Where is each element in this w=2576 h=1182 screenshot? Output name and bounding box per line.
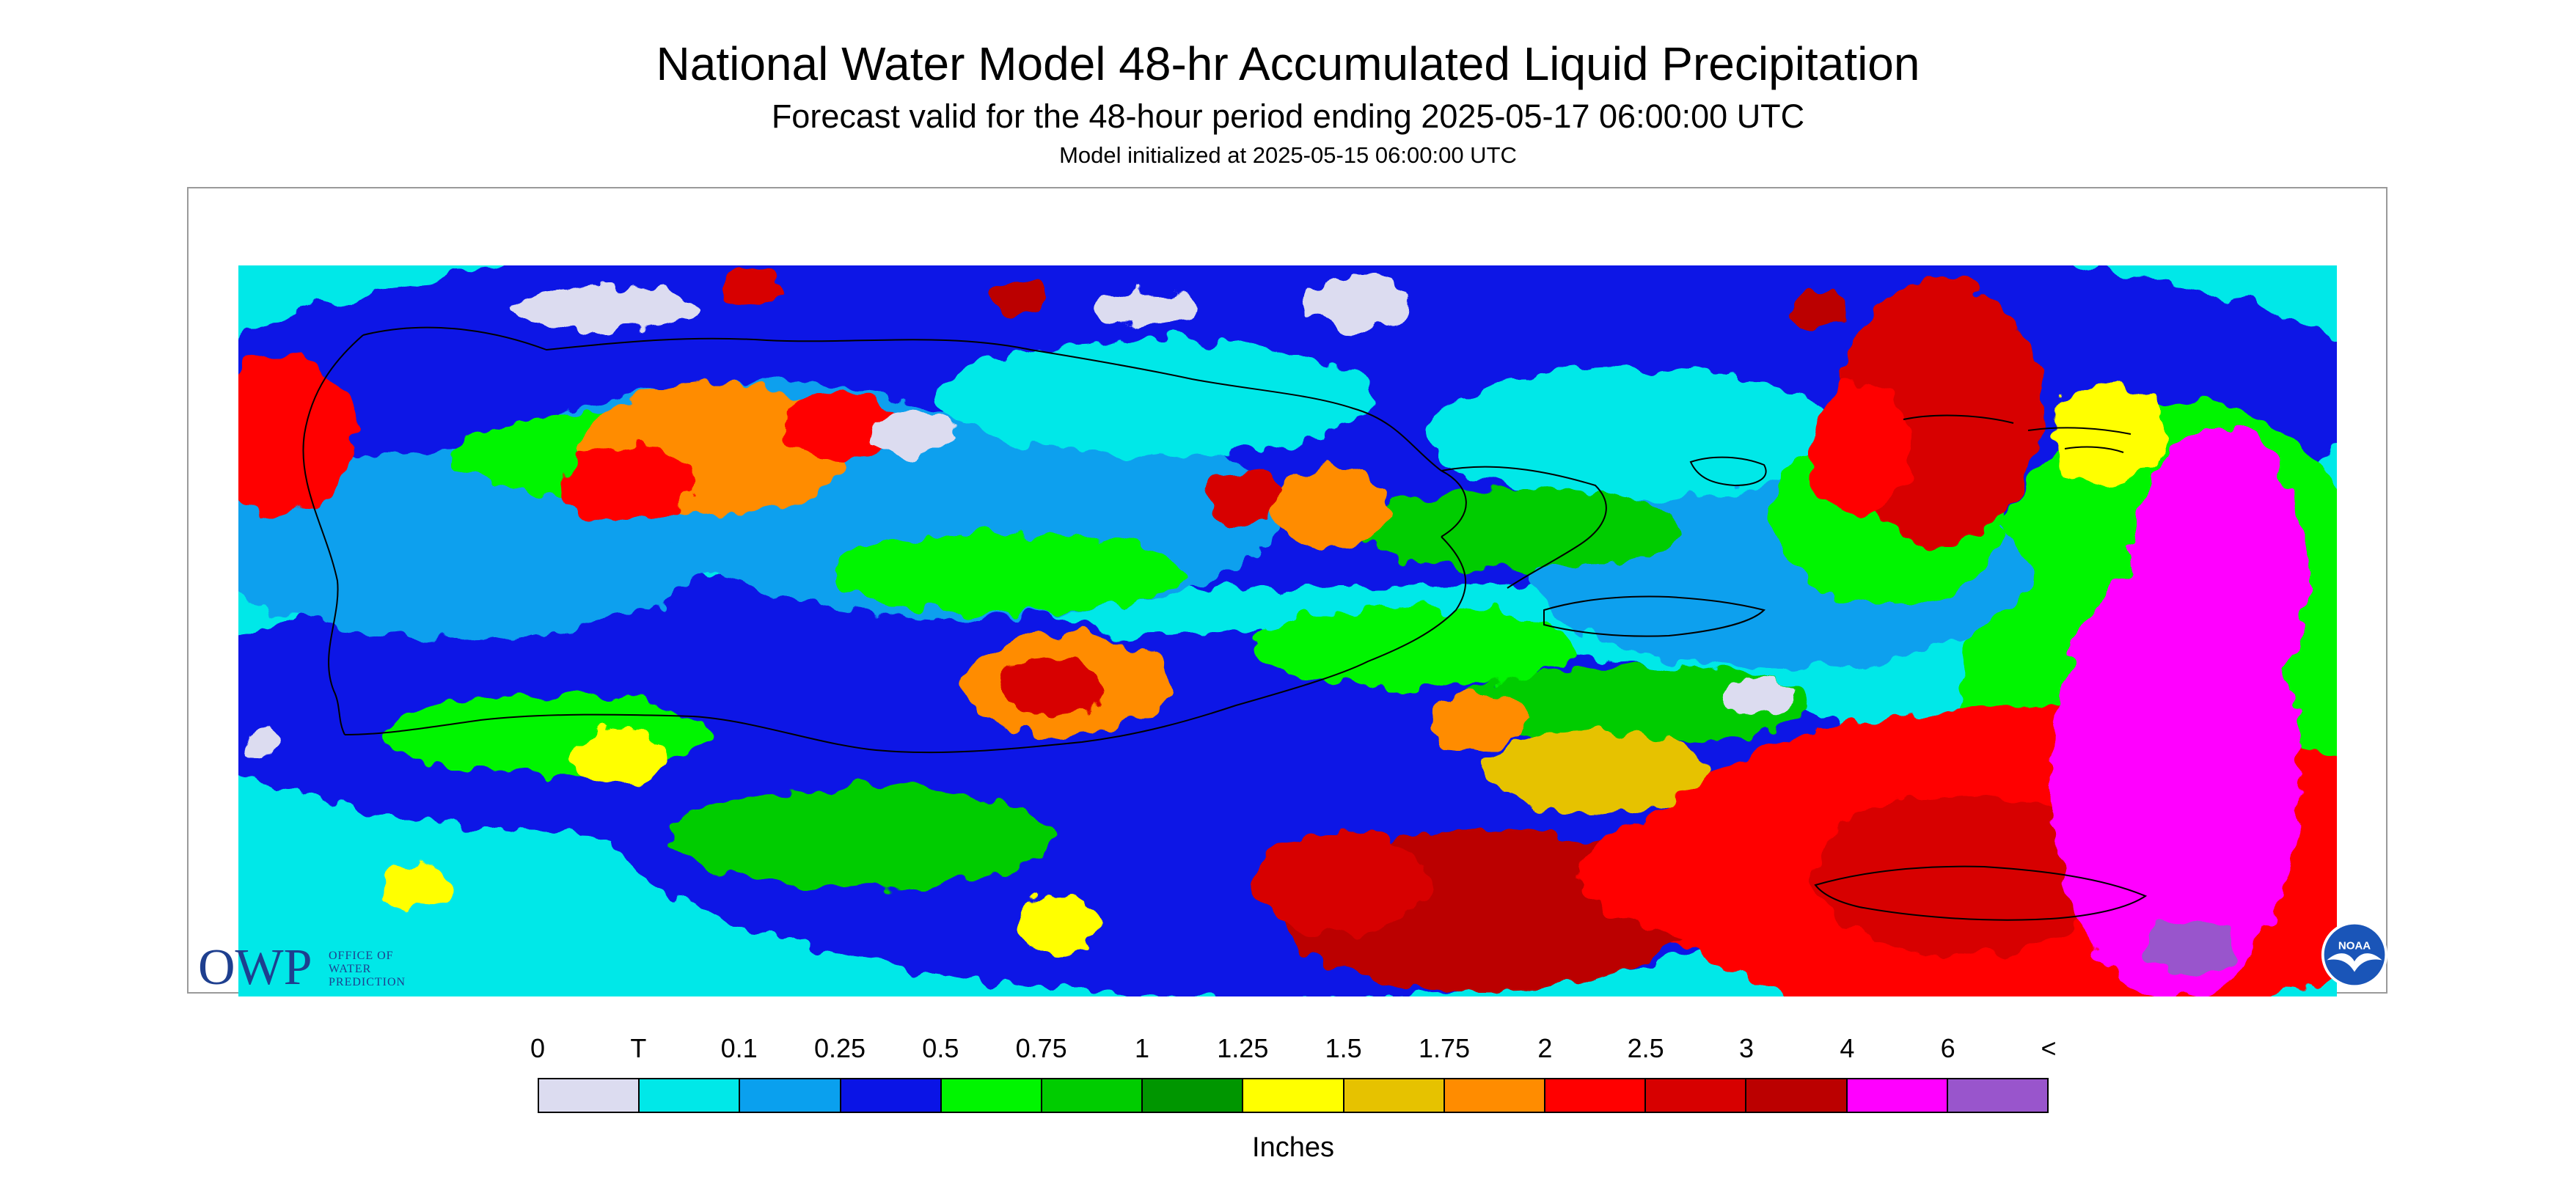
precip-region bbox=[2145, 918, 2233, 977]
owp-logo: OWP OFFICE OF WATER PREDICTION bbox=[198, 942, 440, 994]
noaa-logo-gull bbox=[2327, 953, 2382, 972]
legend-units: Inches bbox=[1252, 1132, 1334, 1163]
legend-swatch bbox=[841, 1079, 942, 1112]
legend-label: 1 bbox=[1134, 1033, 1150, 1063]
precip-region bbox=[238, 353, 356, 515]
legend-label: 1.25 bbox=[1217, 1033, 1269, 1063]
coastline-puerto-rico bbox=[1543, 595, 1765, 637]
coastline-outlines bbox=[302, 326, 2148, 921]
coastline-mona-island bbox=[1689, 456, 1767, 487]
precip-region bbox=[1720, 680, 1793, 716]
legend-label: 0.25 bbox=[813, 1033, 866, 1063]
precip-region bbox=[510, 287, 700, 331]
precip-region bbox=[833, 533, 1185, 614]
precip-region bbox=[781, 394, 899, 460]
noaa-logo-text: NOAA bbox=[2338, 939, 2371, 952]
legend-swatch bbox=[1143, 1079, 1244, 1112]
precip-region bbox=[1001, 658, 1104, 716]
precip-region bbox=[1427, 691, 1529, 749]
precip-region bbox=[1485, 731, 1705, 812]
legend-label: 0.75 bbox=[1015, 1033, 1067, 1063]
precip-region bbox=[1808, 383, 1911, 515]
precip-region bbox=[1427, 368, 1837, 500]
model-init-time: Model initialized at 2025-05-15 06:00:00… bbox=[1059, 142, 1517, 168]
coastline-virgin-islands bbox=[1903, 414, 2132, 453]
owp-logo-text: OFFICE OF WATER PREDICTION bbox=[329, 950, 406, 988]
precip-region bbox=[1456, 665, 1808, 746]
noaa-logo: NOAA bbox=[2321, 921, 2388, 988]
precip-region bbox=[671, 786, 1053, 889]
precip-region bbox=[1815, 793, 2109, 955]
precip-region bbox=[869, 412, 957, 456]
coastline-puerto-rico-south-island bbox=[1814, 865, 2148, 921]
legend-label: 1.5 bbox=[1325, 1033, 1362, 1063]
precipitation-map bbox=[238, 265, 2337, 996]
legend-swatch bbox=[539, 1079, 640, 1112]
precip-region bbox=[576, 727, 664, 786]
legend-label: T bbox=[630, 1033, 647, 1063]
precip-region bbox=[1273, 467, 1390, 548]
legend-label: 3 bbox=[1738, 1033, 1754, 1063]
precip-region bbox=[1309, 273, 1412, 331]
legend-colorbar bbox=[538, 1078, 2049, 1113]
legend-swatch bbox=[1444, 1079, 1546, 1112]
legend-swatch bbox=[1847, 1079, 1948, 1112]
precip-region bbox=[1016, 896, 1104, 955]
legend-swatch bbox=[941, 1079, 1043, 1112]
legend-labels: 0 T 0.1 0.25 0.5 0.75 1 1.25 1.5 1.75 2 2.5 3 4 6 < bbox=[530, 1030, 2057, 1067]
precip-region bbox=[1361, 489, 1683, 570]
header: National Water Model 48-hr Accumulated L… bbox=[0, 32, 2576, 173]
coastline-hispaniola-north bbox=[362, 326, 1467, 537]
map-subtitle: Forecast valid for the 48-hour period en… bbox=[771, 98, 1805, 135]
coastline-hispaniola-south bbox=[344, 536, 1467, 754]
legend-label: 0.1 bbox=[720, 1033, 758, 1063]
legend-swatch bbox=[1746, 1079, 1848, 1112]
legend-swatch bbox=[640, 1079, 741, 1112]
legend-label: 1.75 bbox=[1418, 1033, 1471, 1063]
precip-region bbox=[1251, 830, 1427, 933]
legend-swatch bbox=[1646, 1079, 1747, 1112]
precip-region bbox=[1786, 291, 1845, 328]
legend-label: 4 bbox=[1840, 1033, 1855, 1063]
legend-label: 0.5 bbox=[922, 1033, 959, 1063]
map-title: National Water Model 48-hr Accumulated L… bbox=[656, 37, 1920, 90]
coastline-hispaniola-west bbox=[302, 334, 364, 735]
legend-swatch bbox=[1947, 1079, 2048, 1112]
precip-region bbox=[2131, 427, 2307, 720]
legend-swatch bbox=[740, 1079, 841, 1112]
precip-region bbox=[378, 867, 451, 911]
precip-region bbox=[242, 727, 279, 757]
legend-label: 2.5 bbox=[1627, 1033, 1664, 1063]
legend-swatch bbox=[1042, 1079, 1144, 1112]
legend-label: 2 bbox=[1537, 1033, 1553, 1063]
precip-region bbox=[1207, 471, 1280, 522]
precip-region bbox=[2050, 383, 2167, 485]
precip-region bbox=[1251, 606, 1573, 687]
legend-label: 0 bbox=[530, 1033, 546, 1063]
precip-region bbox=[1581, 808, 1903, 940]
precip-region bbox=[1097, 291, 1199, 328]
coastline-hispaniola-east bbox=[1441, 466, 1607, 589]
owp-logo-letters: OWP bbox=[198, 939, 312, 996]
precip-region bbox=[935, 339, 1375, 456]
precip-region bbox=[987, 276, 1045, 313]
legend-label: 6 bbox=[1940, 1033, 1955, 1063]
legend-swatch bbox=[1243, 1079, 1344, 1112]
precip-region bbox=[722, 269, 781, 306]
precip-field bbox=[238, 265, 2337, 996]
legend-swatch bbox=[1344, 1079, 1445, 1112]
precip-region bbox=[561, 445, 693, 526]
legend-label: < bbox=[2041, 1033, 2057, 1063]
noaa-logo-sky bbox=[2324, 924, 2385, 985]
legend-swatch bbox=[1545, 1079, 1647, 1112]
